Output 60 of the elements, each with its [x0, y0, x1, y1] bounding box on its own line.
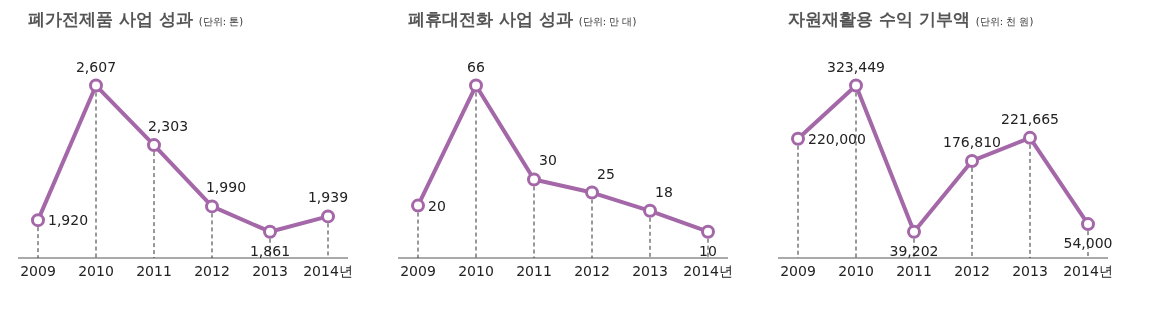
data-label: 1,939	[307, 189, 349, 206]
x-tick-label: 2010	[458, 262, 494, 279]
point	[585, 185, 599, 200]
data-label: 54,000	[1063, 235, 1113, 252]
chart-subtitle: (단위: 천 원)	[975, 15, 1034, 29]
data-label: 2,607	[75, 58, 117, 75]
point	[849, 78, 863, 93]
x-tick-label: 2012	[954, 262, 990, 279]
data-label: 1,990	[205, 179, 247, 196]
x-tick-label: 2013	[632, 262, 668, 279]
data-label: 2,303	[147, 118, 189, 135]
chart-title: 폐가전제품 사업 성과	[28, 8, 193, 31]
data-label: 66	[467, 58, 485, 75]
x-tick-label: 2011	[136, 262, 172, 279]
data-label: 39,202	[889, 242, 939, 259]
x-tick-label: 2012	[194, 262, 230, 279]
data-label: 18	[655, 183, 673, 200]
point	[321, 209, 335, 224]
x-tick-label: 2014년	[683, 262, 733, 279]
x-tick-label: 2012	[574, 262, 610, 279]
data-label: 176,810	[943, 133, 1001, 150]
data-label: 220,000	[808, 130, 866, 147]
point	[1023, 130, 1037, 145]
x-tick-label: 2013	[1012, 262, 1048, 279]
x-tick-label: 2009	[780, 262, 816, 279]
data-label: 20	[428, 197, 446, 214]
point	[643, 203, 657, 218]
chart-title: 폐휴대전화 사업 성과	[408, 8, 573, 31]
chart-subtitle: (단위: 만 대)	[578, 15, 637, 29]
point	[791, 131, 805, 146]
point	[89, 78, 103, 93]
point	[701, 224, 715, 239]
point	[31, 213, 45, 228]
point	[411, 198, 425, 213]
point	[907, 224, 921, 239]
x-tick-label: 2011	[516, 262, 552, 279]
point	[147, 138, 161, 153]
x-tick-label: 2010	[838, 262, 874, 279]
data-label: 1,920	[48, 212, 89, 229]
point	[469, 78, 483, 93]
x-tick-label: 2014년	[303, 262, 353, 279]
chart-title: 자원재활용 수익 기부액	[788, 8, 970, 31]
x-tick-label: 2010	[78, 262, 114, 279]
data-label: 1,861	[249, 242, 291, 259]
data-label: 10	[699, 242, 717, 259]
point	[527, 172, 541, 187]
x-tick-label: 2011	[896, 262, 932, 279]
chart-subtitle: (단위: 톤)	[198, 15, 244, 29]
data-label: 30	[539, 152, 557, 169]
data-label: 323,449	[827, 58, 885, 75]
data-label: 221,665	[1001, 110, 1059, 127]
x-tick-label: 2014년	[1063, 262, 1113, 279]
x-tick-label: 2009	[400, 262, 436, 279]
point	[1081, 217, 1095, 232]
data-label: 25	[597, 165, 615, 182]
point	[263, 224, 277, 239]
x-tick-label: 2009	[20, 262, 56, 279]
x-tick-label: 2013	[252, 262, 288, 279]
point	[965, 153, 979, 168]
point	[205, 199, 219, 214]
